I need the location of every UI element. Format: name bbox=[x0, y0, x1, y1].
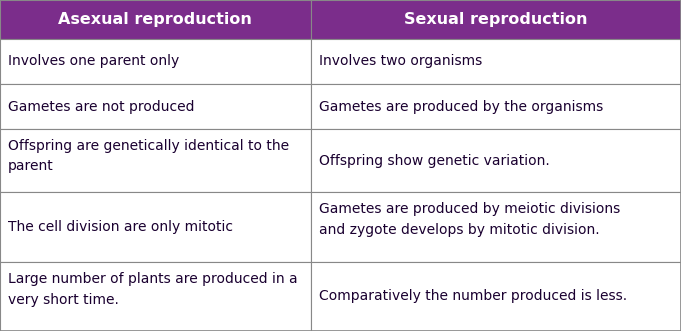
Text: Offspring are genetically identical to the
parent: Offspring are genetically identical to t… bbox=[8, 139, 289, 173]
Bar bbox=[311, 192, 681, 261]
Bar bbox=[311, 0, 681, 39]
Text: Involves two organisms: Involves two organisms bbox=[319, 54, 482, 68]
Bar bbox=[0, 0, 311, 39]
Bar bbox=[311, 39, 681, 84]
Text: Gametes are not produced: Gametes are not produced bbox=[8, 100, 195, 114]
Bar bbox=[311, 84, 681, 129]
Text: Comparatively the number produced is less.: Comparatively the number produced is les… bbox=[319, 289, 627, 303]
Text: Offspring show genetic variation.: Offspring show genetic variation. bbox=[319, 154, 550, 168]
Bar bbox=[311, 261, 681, 331]
Text: The cell division are only mitotic: The cell division are only mitotic bbox=[8, 220, 233, 234]
Bar bbox=[0, 129, 311, 192]
Text: Large number of plants are produced in a
very short time.: Large number of plants are produced in a… bbox=[8, 272, 298, 307]
Text: Involves one parent only: Involves one parent only bbox=[8, 54, 179, 68]
Text: Gametes are produced by the organisms: Gametes are produced by the organisms bbox=[319, 100, 603, 114]
Bar bbox=[0, 39, 311, 84]
Text: Sexual reproduction: Sexual reproduction bbox=[404, 12, 588, 27]
Text: Gametes are produced by meiotic divisions
and zygote develops by mitotic divisio: Gametes are produced by meiotic division… bbox=[319, 203, 620, 237]
Bar bbox=[311, 129, 681, 192]
Bar bbox=[0, 84, 311, 129]
Text: Asexual reproduction: Asexual reproduction bbox=[59, 12, 252, 27]
Bar bbox=[0, 261, 311, 331]
Bar bbox=[0, 192, 311, 261]
